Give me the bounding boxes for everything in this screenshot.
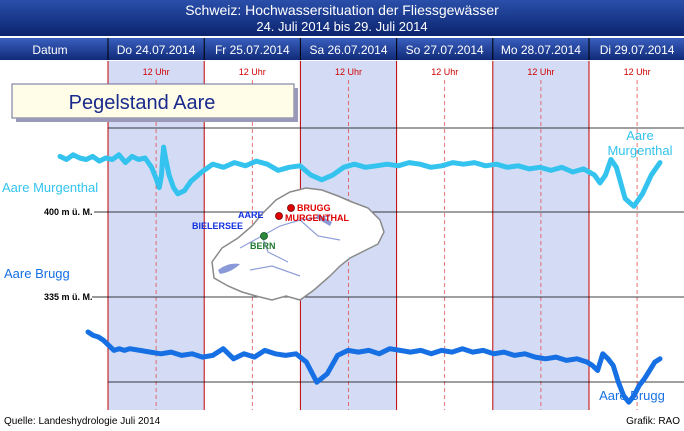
murgenthal-map-label: MURGENTHAL (285, 213, 349, 223)
label-murgenthal-right-1: Aare (626, 128, 653, 143)
bielersee-map-label: BIELERSEE (192, 221, 243, 231)
brugg-map-label: BRUGG (297, 203, 331, 213)
day-header-2: Sa 26.07.2014 (309, 43, 387, 57)
footer-credit: Grafik: RAO (626, 416, 680, 427)
switzerland-outline (211, 187, 385, 301)
footer-source: Quelle: Landeshydrologie Juli 2014 (4, 416, 161, 427)
date-column-label: Datum (32, 43, 67, 57)
bern-map-label: BERN (250, 241, 276, 251)
map-rivers (239, 215, 341, 277)
aare-map-label: AARE (238, 210, 264, 220)
brugg-marker (287, 204, 295, 212)
day-header-3: So 27.07.2014 (406, 43, 484, 57)
legend-box (11, 83, 295, 119)
noon-label-3: 12 Uhr (431, 67, 458, 77)
title-bar (0, 0, 684, 36)
legend-box-shadow-bottom (16, 118, 298, 122)
level-label-400: 400 m ü. M. (44, 207, 93, 217)
switzerland-map: BRUGG MURGENTHAL AARE BIELERSEE BERN (192, 187, 385, 301)
noon-label-1: 12 Uhr (239, 67, 266, 77)
day-header-0: Do 24.07.2014 (117, 43, 196, 57)
map-lake-zurich (316, 214, 332, 226)
series-line-aare-brugg (85, 329, 663, 405)
day-header-4: Mo 28.07.2014 (501, 43, 581, 57)
label-brugg-right: Aare Brugg (599, 388, 665, 403)
bern-marker (260, 232, 268, 240)
noon-label-0: 12 Uhr (143, 67, 170, 77)
label-brugg-left: Aare Brugg (4, 266, 70, 281)
label-murgenthal-right-2: Murgenthal (607, 143, 672, 158)
series-line-aare-murgenthal (57, 144, 663, 209)
noon-label-5: 12 Uhr (624, 67, 651, 77)
day-header-5: Di 29.07.2014 (600, 43, 675, 57)
legend-box-shadow (294, 88, 298, 122)
noon-label-4: 12 Uhr (527, 67, 554, 77)
date-header-row (0, 38, 684, 60)
level-label-335: 335 m ü. M. (44, 292, 93, 302)
legend-box-label: Pegelstand Aare (69, 92, 216, 114)
murgenthal-marker (275, 212, 283, 220)
day-header-1: Fr 25.07.2014 (215, 43, 290, 57)
label-murgenthal-left: Aare Murgenthal (2, 180, 98, 195)
noon-label-2: 12 Uhr (335, 67, 362, 77)
map-lake-geneva (218, 263, 240, 274)
chart-subtitle: 24. Juli 2014 bis 29. Juli 2014 (256, 19, 427, 34)
chart-title: Schweiz: Hochwassersituation der Fliessg… (185, 2, 499, 18)
